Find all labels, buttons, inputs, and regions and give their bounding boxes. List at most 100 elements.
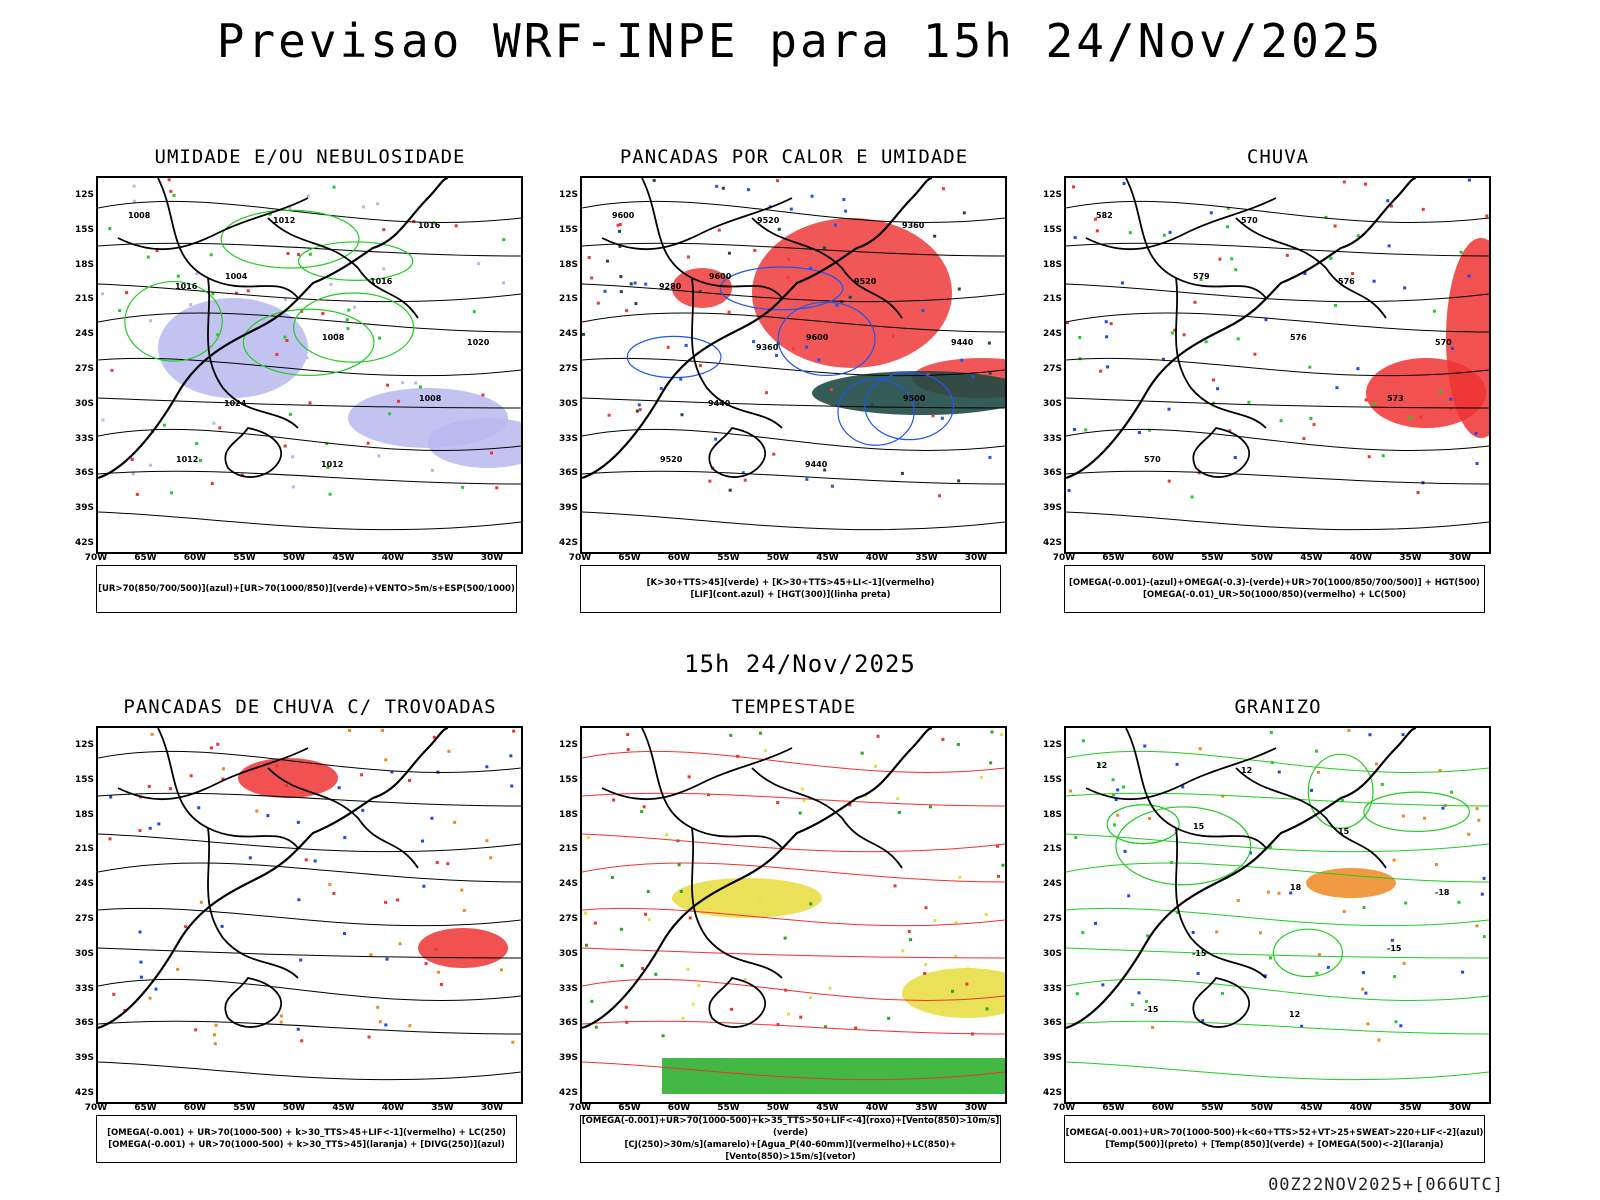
field-speckle xyxy=(715,184,719,188)
lat-tick-label: 27S xyxy=(1042,364,1062,374)
field-speckle xyxy=(268,212,272,216)
field-speckle xyxy=(1387,244,1391,248)
field-speckle xyxy=(472,310,476,314)
lat-tick-label: 39S xyxy=(1042,1053,1062,1064)
contour-line xyxy=(1066,242,1489,257)
field-speckle xyxy=(1196,971,1200,975)
contour-label: 18 xyxy=(1290,883,1302,892)
field-shading xyxy=(418,928,508,968)
main-title: Previsao WRF-INPE para 15h 24/Nov/2025 xyxy=(216,14,1384,68)
field-speckle xyxy=(412,219,416,223)
field-speckle xyxy=(1067,489,1071,493)
lat-tick-label: 18S xyxy=(74,809,94,820)
legend-line: [Temp(500)](preto) + [Temp(850)](verde) … xyxy=(1105,1140,1444,1150)
field-speckle xyxy=(286,251,290,255)
field-speckle xyxy=(1209,211,1213,215)
field-speckle xyxy=(461,485,465,489)
field-speckle xyxy=(424,962,428,966)
country-border xyxy=(1175,277,1267,429)
field-speckle xyxy=(216,333,220,337)
field-speckle xyxy=(512,729,516,733)
lat-tick-label: 21S xyxy=(74,844,94,855)
field-speckle xyxy=(593,921,597,925)
contour-line xyxy=(1106,804,1180,845)
field-speckle xyxy=(679,889,683,893)
field-speckle xyxy=(647,918,651,922)
field-speckle xyxy=(727,251,731,255)
lat-tick-label: 24S xyxy=(74,879,94,890)
field-speckle xyxy=(133,199,137,203)
field-speckle xyxy=(980,775,984,779)
lat-tick-label: 12S xyxy=(74,740,94,750)
field-shading xyxy=(158,298,308,398)
field-speckle xyxy=(854,1026,858,1030)
field-speckle xyxy=(148,463,152,467)
field-speckle xyxy=(823,468,827,472)
contour-line xyxy=(582,428,1005,451)
field-speckle xyxy=(809,266,813,270)
country-border xyxy=(117,197,309,251)
field-speckle xyxy=(154,987,158,991)
field-speckle xyxy=(1073,427,1077,431)
field-speckle xyxy=(132,184,136,188)
field-speckle xyxy=(1201,1019,1205,1023)
field-speckle xyxy=(361,205,365,209)
field-speckle xyxy=(1309,788,1313,792)
contour-line xyxy=(1066,1061,1489,1081)
field-speckle xyxy=(1364,398,1368,402)
contour-line xyxy=(582,907,1005,927)
field-speckle xyxy=(1393,975,1397,979)
field-speckle xyxy=(511,1040,515,1044)
field-speckle xyxy=(209,253,213,257)
field-speckle xyxy=(707,793,711,797)
field-speckle xyxy=(376,202,380,206)
legend-line: [OMEGA(-0.01)_UR>50(1000/850)(vermelho) … xyxy=(1142,590,1407,600)
contour-label: -15 xyxy=(1192,949,1207,958)
lon-tick-label: 30W xyxy=(480,553,504,563)
country-border xyxy=(1085,747,1277,801)
contour-label: 570 xyxy=(1241,216,1258,225)
contour-label: 1008 xyxy=(322,333,345,342)
lon-tick-label: 55W xyxy=(233,1103,256,1113)
field-speckle xyxy=(489,856,493,860)
lat-tick-label: 30S xyxy=(1042,948,1062,959)
field-speckle xyxy=(743,978,747,982)
field-speckle xyxy=(275,764,279,768)
lat-tick-label: 36S xyxy=(558,468,578,479)
field-speckle xyxy=(1364,182,1368,186)
field-speckle xyxy=(1416,490,1420,494)
field-speckle xyxy=(1324,215,1328,219)
field-shading xyxy=(238,758,338,798)
field-speckle xyxy=(1182,333,1186,337)
field-speckle xyxy=(1228,429,1232,433)
field-speckle xyxy=(446,862,450,866)
field-speckle xyxy=(279,1020,283,1024)
contour-line xyxy=(582,242,1005,257)
country-border xyxy=(207,827,299,979)
lat-tick-label: 24S xyxy=(1042,329,1062,340)
field-speckle xyxy=(997,874,1001,878)
contour-line xyxy=(98,1061,521,1081)
field-speckle xyxy=(1389,204,1393,208)
contour-label: 9440 xyxy=(951,338,974,347)
field-speckle xyxy=(481,393,485,397)
map-frame xyxy=(580,726,1007,1104)
field-speckle xyxy=(940,416,944,420)
field-speckle xyxy=(388,412,392,416)
contour-label: 15 xyxy=(1338,827,1350,836)
lon-tick-label: 50W xyxy=(766,553,790,563)
field-speckle xyxy=(1266,890,1270,894)
field-speckle xyxy=(240,473,244,477)
field-speckle xyxy=(1277,891,1281,895)
lon-tick-label: 35W xyxy=(431,1103,454,1113)
lat-tick-label: 33S xyxy=(74,433,94,444)
field-speckle xyxy=(291,485,295,489)
field-speckle xyxy=(1302,437,1306,441)
field-speckle xyxy=(987,341,991,345)
contour-line xyxy=(1115,806,1252,886)
field-speckle xyxy=(369,953,373,957)
field-speckle xyxy=(167,178,171,182)
field-speckle xyxy=(844,209,848,213)
field-speckle xyxy=(283,335,287,339)
map-frame xyxy=(96,726,523,1104)
